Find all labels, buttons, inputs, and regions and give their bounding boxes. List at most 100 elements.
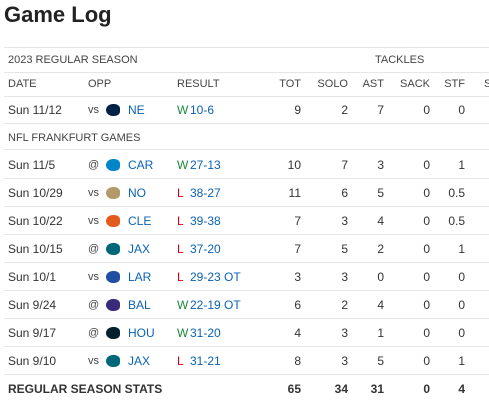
row-divider xyxy=(4,234,489,235)
stat: 4 xyxy=(294,326,301,340)
outcome: L xyxy=(177,270,184,284)
score[interactable]: 31-21 xyxy=(190,354,221,368)
location: vs xyxy=(88,104,99,116)
team-logo xyxy=(106,299,120,311)
date: Sun 9/17 xyxy=(8,326,57,340)
score[interactable]: 27-13 xyxy=(190,158,221,172)
team-logo xyxy=(106,327,120,339)
total-stat: 34 xyxy=(334,382,348,396)
outcome: W xyxy=(177,298,189,312)
score[interactable]: 38-27 xyxy=(190,186,221,200)
stat: 5 xyxy=(377,186,384,200)
total-stat: 0 xyxy=(423,382,430,396)
stat: 3 xyxy=(341,326,348,340)
stat: 7 xyxy=(294,242,301,256)
date: Sun 9/24 xyxy=(8,298,57,312)
opponent[interactable]: HOU xyxy=(128,326,155,340)
stat: 2 xyxy=(377,242,384,256)
outcome: W xyxy=(177,158,189,172)
opponent[interactable]: JAX xyxy=(128,242,151,256)
stat: 0 xyxy=(458,326,465,340)
score[interactable]: 31-20 xyxy=(190,326,221,340)
column-header: AST xyxy=(362,78,384,90)
stat: 0 xyxy=(458,103,465,117)
row-divider xyxy=(4,346,489,347)
stat: 0 xyxy=(423,186,430,200)
stat: 0 xyxy=(423,158,430,172)
opponent[interactable]: CLE xyxy=(128,214,152,228)
stat: 0 xyxy=(377,270,384,284)
stat: 0 xyxy=(423,214,430,228)
team-logo xyxy=(106,243,120,255)
title: Game Log xyxy=(4,2,112,27)
stat: 0.5 xyxy=(448,214,465,228)
column-header: DATE xyxy=(8,78,37,90)
opponent[interactable]: LAR xyxy=(128,270,152,284)
stat: 0 xyxy=(458,298,465,312)
opponent[interactable]: NE xyxy=(128,103,145,117)
stat: 1 xyxy=(458,242,465,256)
stat: 0 xyxy=(423,354,430,368)
stat: 4 xyxy=(377,214,384,228)
column-header: S xyxy=(484,78,489,90)
date: Sun 10/29 xyxy=(8,186,63,200)
location: vs xyxy=(88,355,99,367)
score[interactable]: 22-19 OT xyxy=(190,298,241,312)
location: @ xyxy=(88,327,100,339)
stat: 3 xyxy=(341,214,348,228)
outcome: W xyxy=(177,103,189,117)
stat: 0 xyxy=(423,298,430,312)
stat: 7 xyxy=(377,103,384,117)
stat: 9 xyxy=(294,103,301,117)
stat: 1 xyxy=(377,326,384,340)
outcome: L xyxy=(177,354,184,368)
date: Sun 10/22 xyxy=(8,214,63,228)
location: vs xyxy=(88,271,99,283)
date: Sun 9/10 xyxy=(8,354,57,368)
season-label: 2023 REGULAR SEASON xyxy=(8,54,138,66)
row-divider xyxy=(4,123,489,124)
team-logo xyxy=(106,104,120,116)
stat: 1 xyxy=(458,158,465,172)
stat: 7 xyxy=(294,214,301,228)
stat: 3 xyxy=(341,354,348,368)
outcome: W xyxy=(177,326,189,340)
stat: 7 xyxy=(341,158,348,172)
outcome: L xyxy=(177,214,184,228)
row-divider xyxy=(4,206,489,207)
score[interactable]: 10-6 xyxy=(190,103,215,117)
stat: 5 xyxy=(341,242,348,256)
opponent[interactable]: JAX xyxy=(128,354,151,368)
opponent[interactable]: CAR xyxy=(128,158,154,172)
row-divider xyxy=(4,47,489,48)
stat: 2 xyxy=(341,103,348,117)
stat: 5 xyxy=(377,354,384,368)
score[interactable]: 39-38 xyxy=(190,214,221,228)
stat: 10 xyxy=(287,158,301,172)
team-logo xyxy=(106,215,120,227)
opponent[interactable]: NO xyxy=(128,186,146,200)
stat: 3 xyxy=(377,158,384,172)
row-divider xyxy=(4,149,489,150)
column-header: STF xyxy=(444,78,465,90)
stat: 6 xyxy=(294,298,301,312)
score[interactable]: 29-23 OT xyxy=(190,270,241,284)
column-header: SACK xyxy=(400,78,430,90)
section-label: NFL FRANKFURT GAMES xyxy=(8,132,141,144)
group-label: TACKLES xyxy=(375,54,425,66)
total-stat: 4 xyxy=(458,382,465,396)
opponent[interactable]: BAL xyxy=(128,298,151,312)
column-header: TOT xyxy=(279,78,301,90)
team-logo xyxy=(106,159,120,171)
column-header: OPP xyxy=(88,78,112,90)
date: Sun 10/15 xyxy=(8,242,63,256)
row-divider xyxy=(4,262,489,263)
row-divider xyxy=(4,374,489,375)
row-divider xyxy=(4,318,489,319)
stat: 2 xyxy=(341,298,348,312)
stat: 0 xyxy=(423,242,430,256)
score[interactable]: 37-20 xyxy=(190,242,221,256)
stat: 11 xyxy=(288,186,301,200)
column-header: RESULT xyxy=(177,78,220,90)
